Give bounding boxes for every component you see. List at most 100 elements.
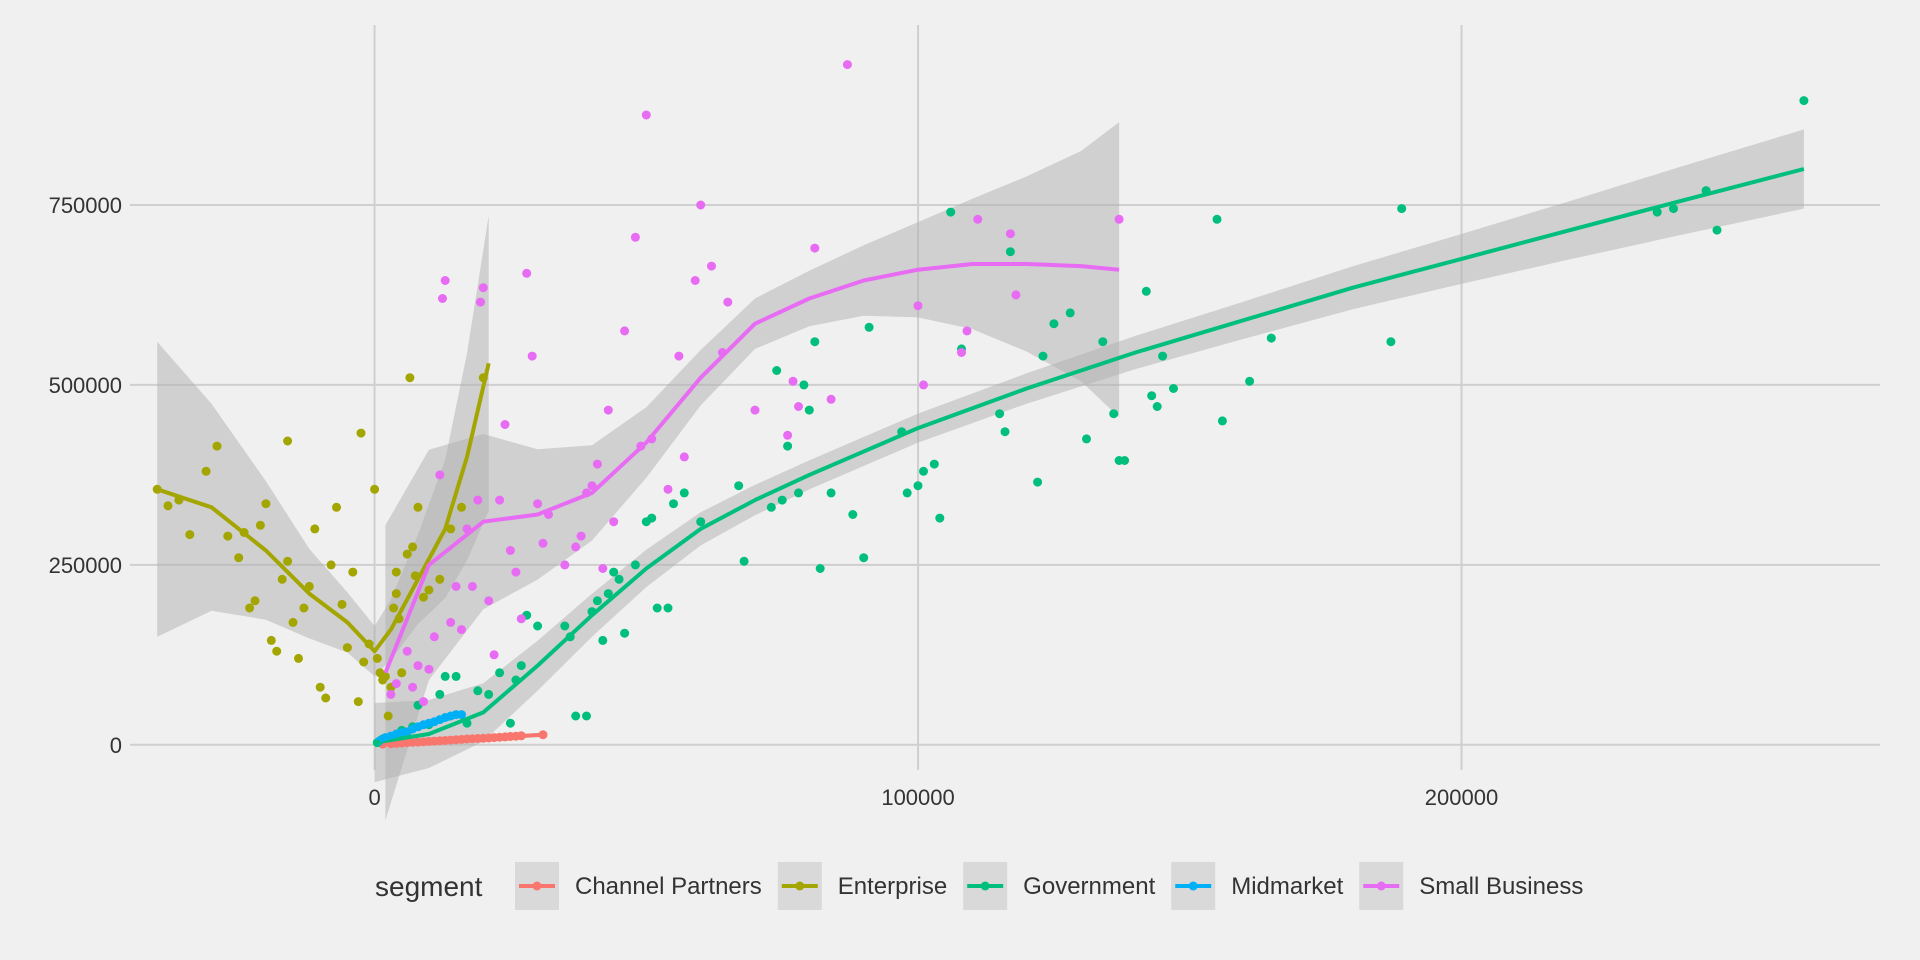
data-point: [250, 596, 260, 606]
confidence-band-small-business: [385, 122, 1120, 821]
data-point: [408, 542, 418, 552]
data-point: [859, 553, 869, 563]
data-point: [413, 661, 423, 671]
data-point: [598, 564, 608, 573]
data-point: [929, 459, 939, 469]
y-tick-label: 750000: [49, 193, 122, 218]
data-point: [679, 452, 689, 462]
data-point: [473, 686, 483, 696]
data-point: [484, 596, 494, 606]
data-point: [389, 603, 399, 613]
legend-key-point: [795, 881, 805, 891]
data-point: [652, 603, 662, 613]
data-point: [946, 207, 956, 217]
data-point: [1049, 319, 1059, 329]
data-point: [391, 679, 401, 689]
data-point: [391, 589, 401, 599]
data-point: [1386, 337, 1396, 347]
smooth-lines: [156, 167, 1805, 747]
data-point: [435, 689, 445, 699]
data-point: [842, 60, 852, 70]
data-point: [342, 643, 352, 653]
data-point: [457, 502, 466, 512]
data-point: [1158, 351, 1168, 361]
smooth-line-enterprise: [156, 362, 491, 654]
data-point: [1065, 308, 1075, 318]
data-point: [163, 501, 173, 511]
data-point: [603, 405, 613, 415]
legend-key-point: [1188, 881, 1198, 891]
smooth-line-channel-partners: [382, 732, 544, 747]
data-point: [255, 520, 265, 530]
data-point: [804, 405, 814, 415]
data-point: [696, 200, 706, 210]
data-point: [326, 560, 336, 570]
data-point: [451, 581, 461, 591]
data-point: [663, 484, 673, 494]
data-point: [402, 549, 412, 559]
legend-key-point: [980, 881, 990, 891]
data-point: [609, 517, 619, 527]
data-point: [609, 567, 619, 577]
data-point: [794, 402, 803, 411]
data-point: [582, 711, 591, 721]
legend-key-point: [1376, 881, 1386, 891]
data-point: [630, 560, 640, 570]
data-point: [1141, 286, 1151, 296]
data-point: [815, 564, 825, 573]
data-point: [440, 671, 450, 681]
data-point: [372, 653, 382, 663]
data-point: [995, 409, 1005, 419]
data-point: [1212, 214, 1222, 224]
data-point: [674, 351, 684, 361]
data-point: [511, 567, 521, 577]
data-point: [446, 524, 456, 534]
data-point: [516, 614, 526, 624]
data-point: [1152, 402, 1162, 411]
data-point: [1038, 351, 1048, 361]
data-point: [696, 517, 706, 527]
y-tick-label: 500000: [49, 373, 122, 398]
data-point: [424, 664, 434, 674]
data-point: [429, 632, 439, 642]
data-point: [516, 661, 526, 671]
data-point: [272, 646, 282, 656]
data-point: [522, 268, 532, 278]
data-point: [1082, 434, 1091, 444]
data-point: [783, 430, 793, 440]
data-point: [446, 617, 456, 627]
data-point: [402, 646, 412, 656]
data-point: [435, 574, 445, 584]
smooth-line-small-business: [383, 262, 1120, 674]
legend-key-point: [532, 881, 542, 891]
data-point: [772, 366, 782, 375]
confidence-band-government: [374, 129, 1804, 783]
data-point: [919, 466, 928, 476]
data-point: [1397, 204, 1407, 214]
data-point: [353, 697, 363, 707]
data-point: [370, 484, 380, 494]
data-point: [1098, 337, 1108, 347]
data-point: [473, 495, 483, 505]
legend-title: segment: [375, 871, 483, 902]
smooth-line-government: [374, 167, 1805, 745]
data-point: [1799, 96, 1809, 106]
data-point: [283, 556, 293, 566]
data-point: [1120, 456, 1130, 465]
legend-label: Government: [1023, 873, 1155, 900]
data-point: [973, 214, 983, 224]
data-point: [538, 538, 548, 548]
data-point: [1169, 384, 1178, 393]
data-point: [424, 585, 434, 595]
data-point: [489, 650, 499, 660]
data-point: [913, 301, 923, 311]
data-points: [152, 60, 1809, 749]
y-tick-label: 250000: [49, 553, 122, 578]
data-point: [864, 322, 874, 332]
data-point: [587, 481, 597, 491]
data-point: [1245, 376, 1255, 386]
data-point: [1712, 225, 1722, 235]
data-point: [283, 436, 293, 446]
data-point: [734, 481, 744, 491]
